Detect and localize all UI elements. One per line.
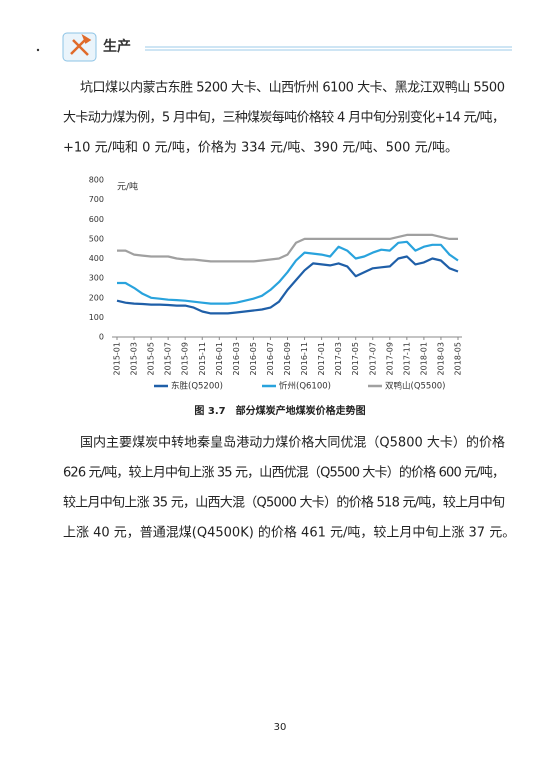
x-tick-label: 2015-05 bbox=[147, 342, 156, 375]
x-tick-label: 2017-05 bbox=[351, 342, 360, 375]
y-tick-label: 500 bbox=[89, 234, 104, 243]
paragraph-line: 国内主要煤炭中转地秦皇岛港动力煤价格大同优混（Q5800 大卡）的价格 bbox=[80, 435, 505, 451]
x-tick-label: 2016-09 bbox=[283, 342, 292, 375]
paragraph-line: 坑口煤以内蒙古东胜 5200 大卡、山西忻州 6100 大卡、黑龙江双鸭山 55… bbox=[80, 80, 505, 96]
y-tick-label: 300 bbox=[89, 274, 104, 283]
y-tick-label: 200 bbox=[89, 293, 104, 302]
x-tick-label: 2015-01 bbox=[113, 342, 122, 375]
x-tick-label: 2016-01 bbox=[215, 342, 224, 375]
x-tick-label: 2018-05 bbox=[454, 342, 463, 375]
paragraph-line: 大卡动力煤为例，5 月中旬，三种煤炭每吨价格较 4 月中旬分别变化+14 元/吨… bbox=[63, 110, 505, 126]
series-line bbox=[116, 255, 459, 315]
y-tick-label: 800 bbox=[89, 176, 104, 185]
paragraph-line: 626 元/吨，较上月中旬上涨 35 元，山西优混（Q5500 大卡）的价格 6… bbox=[63, 465, 505, 481]
x-tick-label: 2016-05 bbox=[249, 342, 258, 375]
x-tick-label: 2016-11 bbox=[300, 342, 309, 375]
x-tick-label: 2015-07 bbox=[164, 342, 173, 375]
header-title: 生产 bbox=[103, 38, 131, 55]
y-tick-label: 700 bbox=[89, 195, 104, 204]
legend-label: 双鸭山(Q5500) bbox=[385, 381, 445, 392]
x-tick-label: 2016-03 bbox=[232, 342, 241, 375]
legend-label: 东胜(Q5200) bbox=[171, 381, 223, 392]
legend-label: 忻州(Q6100) bbox=[279, 381, 331, 392]
y-tick-label: 400 bbox=[89, 254, 104, 263]
tool-icon bbox=[70, 34, 92, 56]
paragraph-line: +10 元/吨和 0 元/吨，价格为 334 元/吨、390 元/吨、500 元… bbox=[63, 140, 458, 156]
x-tick-label: 2017-01 bbox=[317, 342, 326, 375]
series-line bbox=[117, 233, 458, 263]
paragraph-line: 上涨 40 元，普通混煤(Q4500K) 的价格 461 元/吨，较上月中旬上涨… bbox=[63, 525, 515, 541]
x-tick-label: 2016-07 bbox=[266, 342, 275, 375]
x-tick-label: 2015-09 bbox=[181, 342, 190, 375]
x-tick-label: 2017-11 bbox=[402, 342, 411, 375]
paragraph-line: 较上月中旬上涨 35 元，山西大混（Q5000 大卡）的价格 518 元/吨，较… bbox=[63, 495, 505, 511]
dot bbox=[36, 48, 40, 52]
y-axis-label: 元/吨 bbox=[117, 181, 138, 193]
y-tick-label: 100 bbox=[89, 313, 104, 322]
y-tick-label: 600 bbox=[89, 215, 104, 224]
y-tick-label: 0 bbox=[99, 333, 104, 342]
x-tick-label: 2017-07 bbox=[368, 342, 377, 375]
x-tick-label: 2015-11 bbox=[198, 342, 207, 375]
page-number: 30 bbox=[274, 722, 287, 733]
x-tick-label: 2018-03 bbox=[436, 342, 445, 375]
caption: 图 3.7 部分煤炭产地煤炭价格走势图 bbox=[194, 404, 365, 417]
x-tick-label: 2018-01 bbox=[419, 342, 428, 375]
x-tick-label: 2015-03 bbox=[130, 342, 139, 375]
x-tick-label: 2017-03 bbox=[334, 342, 343, 375]
series-line bbox=[117, 240, 459, 305]
x-tick-label: 2017-09 bbox=[385, 342, 394, 375]
